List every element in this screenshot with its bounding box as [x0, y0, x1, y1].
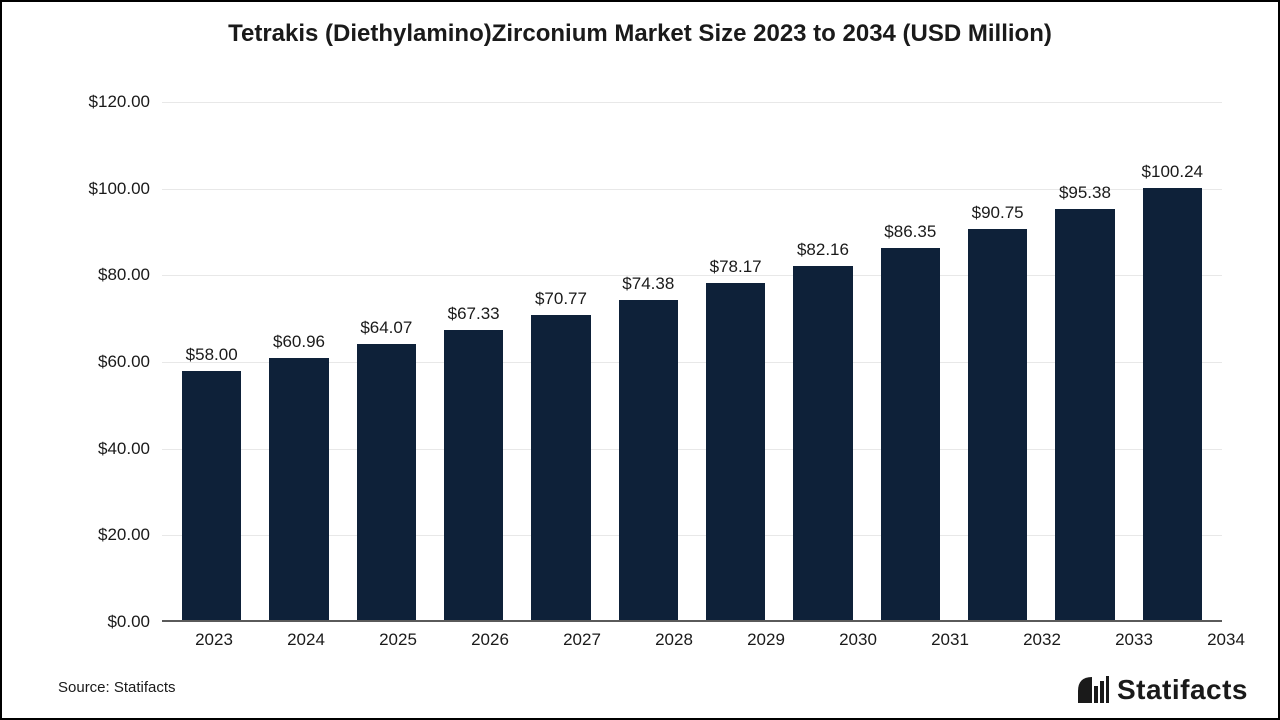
- source-caption: Source: Statifacts: [58, 679, 176, 696]
- bar-slot: $86.35: [867, 102, 954, 622]
- bar-value-label: $67.33: [448, 304, 500, 324]
- y-tick-label: $120.00: [89, 92, 150, 112]
- bar-slot: $64.07: [343, 102, 430, 622]
- bar-value-label: $90.75: [972, 203, 1024, 223]
- bar: [706, 283, 765, 622]
- bars-container: $58.00 $60.96 $64.07 $67.33 $70.77 $74.38 $78.…: [162, 102, 1222, 622]
- y-tick-label: $40.00: [98, 439, 150, 459]
- chart-frame: Tetrakis (Diethylamino)Zirconium Market …: [0, 0, 1280, 720]
- bar-value-label: $58.00: [186, 345, 238, 365]
- y-tick-label: $0.00: [107, 612, 150, 632]
- plot: $58.00 $60.96 $64.07 $67.33 $70.77 $74.38 $78.…: [162, 102, 1222, 622]
- bar-value-label: $64.07: [360, 318, 412, 338]
- bar-slot: $95.38: [1041, 102, 1128, 622]
- x-tick-label: 2032: [996, 630, 1088, 650]
- bar: [619, 300, 678, 622]
- y-tick-label: $20.00: [98, 525, 150, 545]
- bar: [793, 266, 852, 622]
- x-tick-label: 2029: [720, 630, 812, 650]
- x-tick-label: 2025: [352, 630, 444, 650]
- bar-value-label: $82.16: [797, 240, 849, 260]
- x-tick-label: 2030: [812, 630, 904, 650]
- statifacts-icon: [1077, 676, 1109, 704]
- bar-slot: $90.75: [954, 102, 1041, 622]
- bar-slot: $82.16: [779, 102, 866, 622]
- bar-value-label: $74.38: [622, 274, 674, 294]
- x-axis-labels: 2023202420252026202720282029203020312032…: [162, 630, 1278, 650]
- bar-value-label: $100.24: [1142, 162, 1203, 182]
- y-tick-label: $60.00: [98, 352, 150, 372]
- bar-slot: $100.24: [1129, 102, 1216, 622]
- x-tick-label: 2034: [1180, 630, 1272, 650]
- bar: [968, 229, 1027, 622]
- bar-value-label: $70.77: [535, 289, 587, 309]
- x-tick-label: 2031: [904, 630, 996, 650]
- bar: [531, 315, 590, 622]
- x-tick-label: 2028: [628, 630, 720, 650]
- y-tick-label: $80.00: [98, 265, 150, 285]
- bar: [357, 344, 416, 622]
- bar-slot: $78.17: [692, 102, 779, 622]
- bar-slot: $58.00: [168, 102, 255, 622]
- bar: [1143, 188, 1202, 622]
- bar-slot: $70.77: [517, 102, 604, 622]
- x-tick-label: 2026: [444, 630, 536, 650]
- plot-area: $0.00$20.00$40.00$60.00$80.00$100.00$120…: [62, 102, 1222, 622]
- bar-value-label: $86.35: [884, 222, 936, 242]
- brand-name: Statifacts: [1117, 674, 1248, 706]
- bar: [182, 371, 241, 622]
- y-axis: $0.00$20.00$40.00$60.00$80.00$100.00$120…: [62, 102, 162, 622]
- y-tick-label: $100.00: [89, 179, 150, 199]
- chart-title: Tetrakis (Diethylamino)Zirconium Market …: [2, 2, 1278, 49]
- x-tick-label: 2023: [168, 630, 260, 650]
- bar: [881, 248, 940, 622]
- bar-slot: $60.96: [255, 102, 342, 622]
- bar-slot: $74.38: [605, 102, 692, 622]
- brand-logo: Statifacts: [1077, 674, 1248, 706]
- bar-value-label: $60.96: [273, 332, 325, 352]
- bar-value-label: $78.17: [710, 257, 762, 277]
- x-tick-label: 2027: [536, 630, 628, 650]
- bar: [1055, 209, 1114, 622]
- bar-value-label: $95.38: [1059, 183, 1111, 203]
- bar: [269, 358, 328, 622]
- bar: [444, 330, 503, 622]
- x-tick-label: 2024: [260, 630, 352, 650]
- x-tick-label: 2033: [1088, 630, 1180, 650]
- bar-slot: $67.33: [430, 102, 517, 622]
- x-baseline: [162, 620, 1222, 622]
